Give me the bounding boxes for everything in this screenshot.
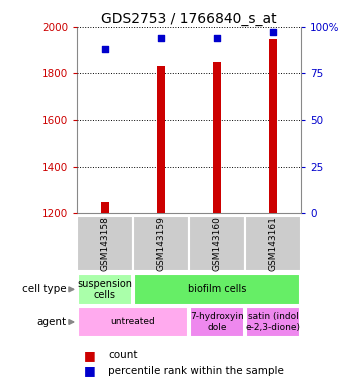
Bar [101, 202, 109, 213]
Bar [269, 39, 277, 213]
Text: suspension
cells: suspension cells [77, 278, 133, 300]
Text: 7-hydroxyin
dole: 7-hydroxyin dole [190, 312, 244, 332]
FancyBboxPatch shape [134, 274, 300, 305]
Text: ■: ■ [84, 364, 100, 377]
Text: GSM143159: GSM143159 [156, 217, 166, 271]
Point [270, 30, 276, 36]
Bar [213, 62, 221, 213]
Text: ■: ■ [84, 349, 100, 362]
FancyBboxPatch shape [189, 216, 245, 271]
Text: GSM143161: GSM143161 [268, 217, 278, 271]
FancyBboxPatch shape [77, 216, 133, 271]
FancyBboxPatch shape [78, 307, 188, 337]
Text: satin (indol
e-2,3-dione): satin (indol e-2,3-dione) [245, 312, 301, 332]
FancyBboxPatch shape [78, 274, 132, 305]
Text: GSM143158: GSM143158 [100, 217, 110, 271]
Bar [157, 66, 165, 213]
FancyBboxPatch shape [190, 307, 244, 337]
Text: percentile rank within the sample: percentile rank within the sample [108, 366, 284, 376]
FancyBboxPatch shape [245, 216, 301, 271]
Point [158, 35, 164, 41]
Text: cell type: cell type [22, 284, 66, 294]
Point [102, 46, 108, 52]
Text: count: count [108, 350, 138, 360]
Text: GSM143160: GSM143160 [212, 217, 222, 271]
Title: GDS2753 / 1766840_s_at: GDS2753 / 1766840_s_at [101, 12, 277, 26]
Text: agent: agent [36, 316, 66, 327]
FancyBboxPatch shape [133, 216, 189, 271]
Text: untreated: untreated [111, 318, 155, 326]
Point [214, 35, 220, 41]
Text: biofilm cells: biofilm cells [188, 284, 246, 295]
FancyBboxPatch shape [246, 307, 300, 337]
